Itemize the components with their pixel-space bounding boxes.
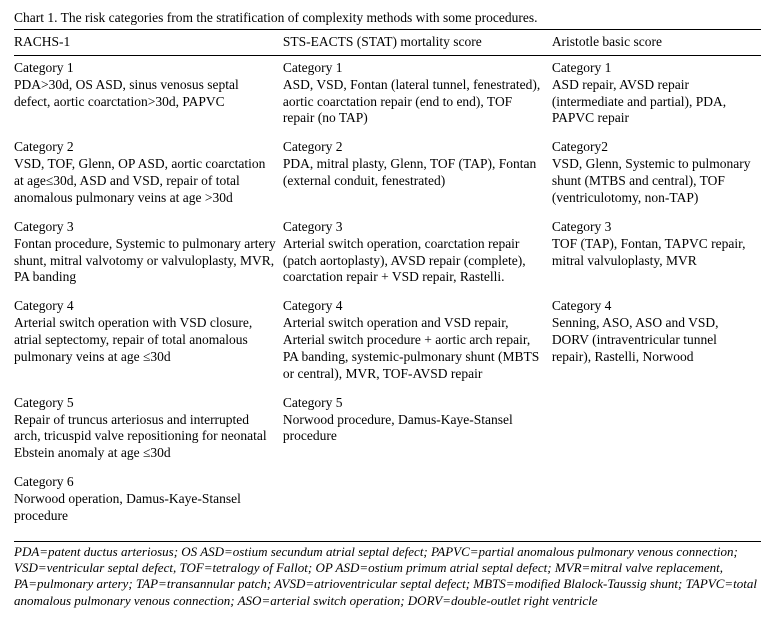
table-row: Category 2VSD, TOF, Glenn, OP ASD, aorti… (14, 139, 761, 219)
table-row: Category 4Arterial switch operation with… (14, 298, 761, 394)
category-block: Category 2PDA, mitral plasty, Glenn, TOF… (283, 139, 546, 190)
chart-title: Chart 1. The risk categories from the st… (14, 10, 761, 27)
category-title: Category 4 (14, 298, 277, 315)
category-body: PDA>30d, OS ASD, sinus venosus septal de… (14, 77, 277, 111)
top-rule (14, 29, 761, 30)
category-body: Arterial switch operation, coarctation r… (283, 236, 546, 287)
table-row: Category 5Repair of truncus arteriosus a… (14, 395, 761, 475)
category-block: Category 6Norwood operation, Damus-Kaye-… (14, 474, 277, 525)
col-header-stat: STS-EACTS (STAT) mortality score (283, 34, 552, 53)
table-row: Category 6Norwood operation, Damus-Kaye-… (14, 474, 761, 537)
cell: Category 3Fontan procedure, Systemic to … (14, 219, 283, 299)
category-block: Category 3Arterial switch operation, coa… (283, 219, 546, 287)
header-rule (14, 55, 761, 56)
category-block: Category 4Senning, ASO, ASO and VSD, DOR… (552, 298, 755, 366)
cell: Category 4Arterial switch operation and … (283, 298, 552, 394)
category-block: Category 4Arterial switch operation and … (283, 298, 546, 382)
category-body: Repair of truncus arteriosus and interru… (14, 412, 277, 463)
category-title: Category 2 (283, 139, 546, 156)
category-title: Category 1 (283, 60, 546, 77)
category-title: Category 5 (14, 395, 277, 412)
category-block: Category 1ASD repair, AVSD repair (inter… (552, 60, 755, 128)
category-block: Category 1ASD, VSD, Fontan (lateral tunn… (283, 60, 546, 128)
cell: Category 1PDA>30d, OS ASD, sinus venosus… (14, 60, 283, 140)
category-title: Category 5 (283, 395, 546, 412)
category-body: VSD, Glenn, Systemic to pulmonary shunt … (552, 156, 755, 207)
category-block: Category 5Repair of truncus arteriosus a… (14, 395, 277, 463)
cell (552, 395, 761, 475)
category-body: Norwood operation, Damus-Kaye-Stansel pr… (14, 491, 277, 525)
col-header-aristotle: Aristotle basic score (552, 34, 761, 53)
cell: Category2VSD, Glenn, Systemic to pulmona… (552, 139, 761, 219)
cell: Category 5Norwood procedure, Damus-Kaye-… (283, 395, 552, 475)
cell: Category 2VSD, TOF, Glenn, OP ASD, aorti… (14, 139, 283, 219)
category-title: Category 3 (14, 219, 277, 236)
cell: Category 2PDA, mitral plasty, Glenn, TOF… (283, 139, 552, 219)
cell: Category 4Senning, ASO, ASO and VSD, DOR… (552, 298, 761, 394)
category-title: Category 2 (14, 139, 277, 156)
cell (552, 474, 761, 537)
category-block: Category 2VSD, TOF, Glenn, OP ASD, aorti… (14, 139, 277, 207)
category-body: TOF (TAP), Fontan, TAPVC repair, mitral … (552, 236, 755, 270)
category-block: Category 5Norwood procedure, Damus-Kaye-… (283, 395, 546, 446)
category-body: Arterial switch operation and VSD repair… (283, 315, 546, 383)
category-block: Category 4Arterial switch operation with… (14, 298, 277, 366)
category-body: Arterial switch operation with VSD closu… (14, 315, 277, 366)
category-body: VSD, TOF, Glenn, OP ASD, aortic coarctat… (14, 156, 277, 207)
cell: Category 4Arterial switch operation with… (14, 298, 283, 394)
cell: Category 6Norwood operation, Damus-Kaye-… (14, 474, 283, 537)
category-title: Category 3 (552, 219, 755, 236)
cell: Category 3Arterial switch operation, coa… (283, 219, 552, 299)
risk-table: RACHS-1 STS-EACTS (STAT) mortality score… (14, 34, 761, 53)
category-body: Fontan procedure, Systemic to pulmonary … (14, 236, 277, 287)
category-body: Senning, ASO, ASO and VSD, DORV (intrave… (552, 315, 755, 366)
table-row: Category 3Fontan procedure, Systemic to … (14, 219, 761, 299)
category-block: Category2VSD, Glenn, Systemic to pulmona… (552, 139, 755, 207)
category-body: ASD repair, AVSD repair (intermediate an… (552, 77, 755, 128)
category-block: Category 3Fontan procedure, Systemic to … (14, 219, 277, 287)
category-body: ASD, VSD, Fontan (lateral tunnel, fenest… (283, 77, 546, 128)
category-title: Category 6 (14, 474, 277, 491)
category-title: Category2 (552, 139, 755, 156)
cell: Category 5Repair of truncus arteriosus a… (14, 395, 283, 475)
table-row: Category 1PDA>30d, OS ASD, sinus venosus… (14, 60, 761, 140)
risk-table-body: Category 1PDA>30d, OS ASD, sinus venosus… (14, 60, 761, 537)
category-title: Category 3 (283, 219, 546, 236)
cell: Category 3TOF (TAP), Fontan, TAPVC repai… (552, 219, 761, 299)
category-body: PDA, mitral plasty, Glenn, TOF (TAP), Fo… (283, 156, 546, 190)
cell (283, 474, 552, 537)
category-block: Category 3TOF (TAP), Fontan, TAPVC repai… (552, 219, 755, 270)
category-title: Category 1 (552, 60, 755, 77)
cell: Category 1ASD repair, AVSD repair (inter… (552, 60, 761, 140)
cell: Category 1ASD, VSD, Fontan (lateral tunn… (283, 60, 552, 140)
bottom-rule (14, 541, 761, 542)
category-title: Category 4 (283, 298, 546, 315)
header-row: RACHS-1 STS-EACTS (STAT) mortality score… (14, 34, 761, 53)
category-title: Category 1 (14, 60, 277, 77)
category-body: Norwood procedure, Damus-Kaye-Stansel pr… (283, 412, 546, 446)
category-block: Category 1PDA>30d, OS ASD, sinus venosus… (14, 60, 277, 111)
col-header-rachs1: RACHS-1 (14, 34, 283, 53)
category-title: Category 4 (552, 298, 755, 315)
footnote: PDA=patent ductus arteriosus; OS ASD=ost… (14, 544, 761, 609)
